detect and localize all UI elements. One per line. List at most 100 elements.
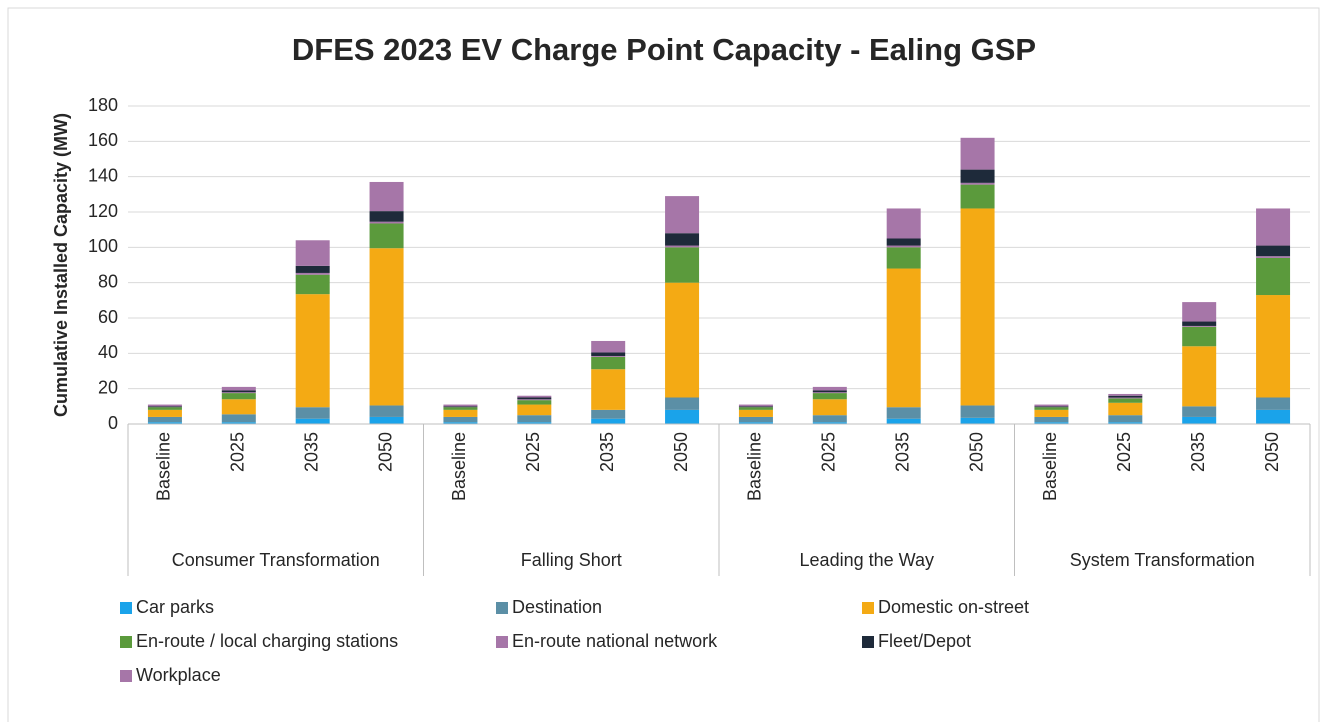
bar-segment	[1256, 245, 1291, 257]
bar-segment	[812, 415, 847, 423]
y-tick-label: 160	[88, 130, 118, 150]
bar-segment	[147, 422, 182, 424]
bar-segment	[591, 352, 626, 356]
bar-segment	[517, 399, 552, 401]
legend-swatch	[862, 602, 874, 614]
bar-segment	[147, 406, 182, 408]
legend-label: Workplace	[136, 665, 221, 685]
bar-segment	[591, 418, 626, 424]
legend-swatch	[120, 602, 132, 614]
bar-segment	[812, 422, 847, 424]
bar-segment	[295, 240, 330, 266]
bar-segment	[665, 247, 700, 283]
bar-segment	[517, 400, 552, 405]
bar-segment	[1256, 295, 1291, 398]
bar-segment	[591, 369, 626, 410]
bar-segment	[1182, 326, 1217, 347]
bar-segment	[1182, 346, 1217, 407]
bar-segment	[812, 392, 847, 394]
group-label: Leading the Way	[800, 550, 934, 570]
bar-segment	[960, 208, 995, 406]
bar-segment	[960, 184, 995, 209]
bar-segment	[886, 407, 921, 419]
bar-segment	[1034, 404, 1069, 407]
x-tick-label: 2025	[1114, 432, 1134, 472]
bar-segment	[147, 404, 182, 407]
bar-segment	[886, 245, 921, 248]
group-label: Falling Short	[521, 550, 622, 570]
x-tick-label: 2050	[1262, 432, 1282, 472]
bar-segment	[665, 282, 700, 398]
y-axis-label: Cumulative Installed Capacity (MW)	[51, 113, 71, 417]
bar-segment	[1182, 416, 1217, 424]
bar-segment	[369, 405, 404, 417]
bar-segment	[886, 268, 921, 408]
bar-segment	[591, 355, 626, 357]
chart-title: DFES 2023 EV Charge Point Capacity - Eal…	[292, 32, 1036, 67]
bar-segment	[443, 409, 478, 417]
bar-segment	[1182, 406, 1217, 417]
bar-segment	[738, 407, 773, 410]
bar-segment	[960, 405, 995, 418]
legend-swatch	[862, 636, 874, 648]
bar-segment	[1182, 325, 1217, 327]
bar-segment	[295, 407, 330, 419]
legend-label: Car parks	[136, 597, 214, 617]
bar-segment	[738, 422, 773, 424]
bar-segment	[960, 182, 995, 185]
bar-segment	[738, 409, 773, 417]
bar-segment	[665, 397, 700, 410]
bar-segment	[1256, 256, 1291, 258]
bar-segment	[369, 221, 404, 224]
bar-segment	[812, 393, 847, 400]
bar-segment	[295, 294, 330, 408]
y-tick-label: 120	[88, 201, 118, 221]
y-tick-label: 60	[98, 307, 118, 327]
bar-segment	[147, 407, 182, 410]
bar-segment	[221, 390, 256, 393]
legend-swatch	[120, 636, 132, 648]
bar-segment	[1034, 406, 1069, 408]
bar-segment	[591, 340, 626, 353]
bar-segment	[295, 274, 330, 295]
bar-segment	[221, 399, 256, 415]
y-tick-label: 100	[88, 236, 118, 256]
x-tick-label: 2050	[671, 432, 691, 472]
x-tick-label: 2035	[1188, 432, 1208, 472]
bar-segment	[369, 211, 404, 222]
x-tick-label: Baseline	[449, 432, 469, 501]
bar-segment	[1182, 302, 1217, 322]
bar-segment	[1034, 409, 1069, 417]
bar-segment	[738, 404, 773, 407]
bar-segment	[960, 137, 995, 170]
bar-segment	[738, 406, 773, 408]
legend-swatch	[496, 636, 508, 648]
bar-segment	[738, 416, 773, 423]
bar-segment	[517, 404, 552, 416]
y-tick-label: 80	[98, 271, 118, 291]
x-tick-label: 2025	[523, 432, 543, 472]
bar-segment	[1108, 402, 1143, 416]
bar-segment	[221, 422, 256, 424]
bar-segment	[665, 196, 700, 234]
bar-segment	[517, 415, 552, 423]
bar-segment	[369, 181, 404, 212]
bar-segment	[812, 399, 847, 416]
x-tick-label: 2025	[819, 432, 839, 472]
legend-label: En-route national network	[512, 631, 718, 651]
bar-segment	[221, 414, 256, 423]
bar-segment	[295, 418, 330, 424]
group-label: Consumer Transformation	[172, 550, 380, 570]
bar-segment	[369, 223, 404, 249]
bar-segment	[886, 418, 921, 424]
bar-segment	[591, 356, 626, 370]
bar-segment	[1108, 393, 1143, 396]
bar-segment	[960, 417, 995, 424]
bar-segment	[1108, 415, 1143, 423]
bar-segment	[665, 233, 700, 246]
x-tick-label: 2025	[228, 432, 248, 472]
bar-segment	[1034, 416, 1069, 423]
x-tick-label: Baseline	[745, 432, 765, 501]
bar-segment	[665, 409, 700, 424]
bar-segment	[517, 422, 552, 424]
